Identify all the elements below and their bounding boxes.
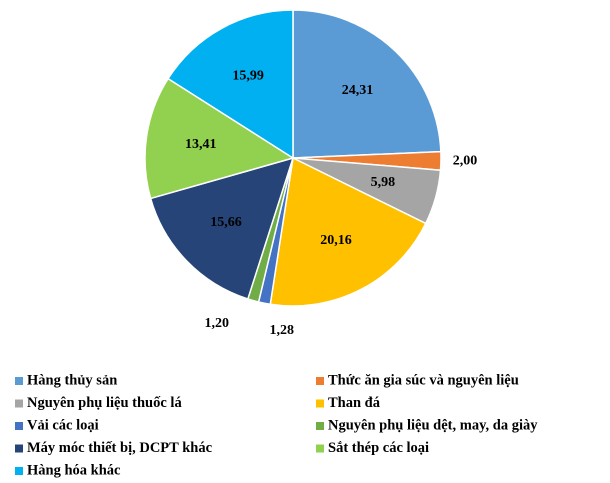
legend-swatch: [15, 377, 23, 385]
legend-label: Sắt thép các loại: [328, 440, 429, 456]
pie-slice: [292, 9, 442, 159]
pie-slice: [144, 77, 295, 200]
pie-slice: [167, 9, 294, 160]
legend-label: Nguyên phụ liệu dệt, may, da giày: [328, 417, 538, 433]
legend-label: Vải các loại: [27, 417, 99, 433]
data-label: 13,41: [185, 137, 217, 152]
data-label: 24,31: [342, 83, 374, 98]
legend-label: Hàng hóa khác: [27, 462, 121, 478]
legend-label: Hàng thủy sản: [27, 372, 117, 388]
legend-label: Than đá: [328, 395, 381, 411]
legend-swatch: [15, 467, 23, 475]
data-label: 15,66: [210, 215, 242, 230]
legend-swatch: [15, 444, 23, 453]
legend-swatch: [316, 444, 324, 453]
data-label: 15,99: [232, 69, 264, 84]
data-label: 1,20: [204, 316, 229, 331]
legend-swatch: [316, 377, 324, 385]
data-label: 5,98: [371, 175, 396, 190]
legend-label: Thức ăn gia súc và nguyên liệu: [328, 372, 519, 388]
legend-label: Nguyên phụ liệu thuốc lá: [27, 395, 182, 411]
legend-swatch: [15, 422, 23, 430]
legend-swatch: [15, 399, 23, 408]
pie-slice: [149, 156, 295, 300]
legend-swatch: [316, 399, 324, 408]
data-label: 1,28: [270, 323, 295, 338]
data-label: 2,00: [453, 154, 478, 169]
pie-slice: [269, 156, 427, 307]
legend-swatch: [316, 422, 324, 430]
data-label: 20,16: [320, 233, 352, 248]
legend-label: Máy móc thiết bị, DCPT khác: [27, 440, 213, 456]
